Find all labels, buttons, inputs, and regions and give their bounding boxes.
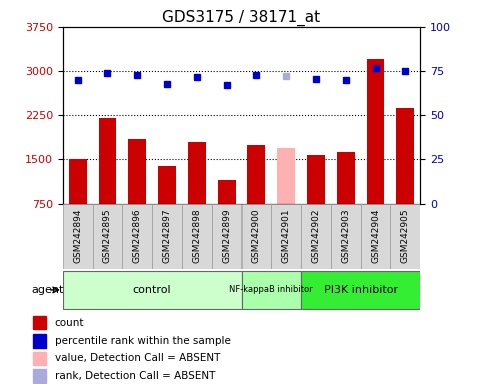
- Text: GSM242899: GSM242899: [222, 209, 231, 263]
- Text: value, Detection Call = ABSENT: value, Detection Call = ABSENT: [55, 353, 220, 364]
- Bar: [152, 204, 182, 269]
- Text: NF-kappaB inhibitor: NF-kappaB inhibitor: [229, 285, 313, 295]
- Text: GSM242902: GSM242902: [312, 209, 320, 263]
- Bar: [361, 204, 390, 269]
- Bar: [33, 369, 46, 382]
- Bar: [33, 316, 46, 329]
- Bar: [69, 159, 86, 204]
- Text: control: control: [133, 285, 171, 295]
- Bar: [367, 59, 384, 204]
- Bar: [271, 204, 301, 269]
- Bar: [99, 118, 116, 204]
- Bar: [182, 204, 212, 269]
- Bar: [63, 271, 242, 309]
- Text: rank, Detection Call = ABSENT: rank, Detection Call = ABSENT: [55, 371, 215, 381]
- Bar: [247, 145, 265, 204]
- Bar: [33, 334, 46, 348]
- Bar: [307, 155, 325, 204]
- Text: GSM242903: GSM242903: [341, 209, 350, 263]
- Text: GSM242896: GSM242896: [133, 209, 142, 263]
- Bar: [128, 139, 146, 204]
- Text: GSM242895: GSM242895: [103, 209, 112, 263]
- Bar: [242, 271, 301, 309]
- Text: GSM242900: GSM242900: [252, 209, 261, 263]
- Text: count: count: [55, 318, 84, 328]
- Bar: [301, 204, 331, 269]
- Text: percentile rank within the sample: percentile rank within the sample: [55, 336, 230, 346]
- Bar: [63, 204, 93, 269]
- Title: GDS3175 / 38171_at: GDS3175 / 38171_at: [162, 9, 321, 25]
- Bar: [301, 271, 420, 309]
- Bar: [158, 166, 176, 204]
- Bar: [331, 204, 361, 269]
- Bar: [242, 204, 271, 269]
- Text: GSM242905: GSM242905: [401, 209, 410, 263]
- Bar: [390, 204, 420, 269]
- Text: GSM242894: GSM242894: [73, 209, 82, 263]
- Bar: [212, 204, 242, 269]
- Text: GSM242904: GSM242904: [371, 209, 380, 263]
- Text: GSM242901: GSM242901: [282, 209, 291, 263]
- Bar: [122, 204, 152, 269]
- Text: agent: agent: [31, 285, 63, 295]
- Bar: [33, 352, 46, 365]
- Bar: [188, 142, 206, 204]
- Bar: [218, 180, 236, 204]
- Text: PI3K inhibitor: PI3K inhibitor: [324, 285, 398, 295]
- Text: GSM242897: GSM242897: [163, 209, 171, 263]
- Bar: [93, 204, 122, 269]
- Bar: [337, 152, 355, 204]
- Text: GSM242898: GSM242898: [192, 209, 201, 263]
- Bar: [397, 108, 414, 204]
- Bar: [277, 147, 295, 204]
